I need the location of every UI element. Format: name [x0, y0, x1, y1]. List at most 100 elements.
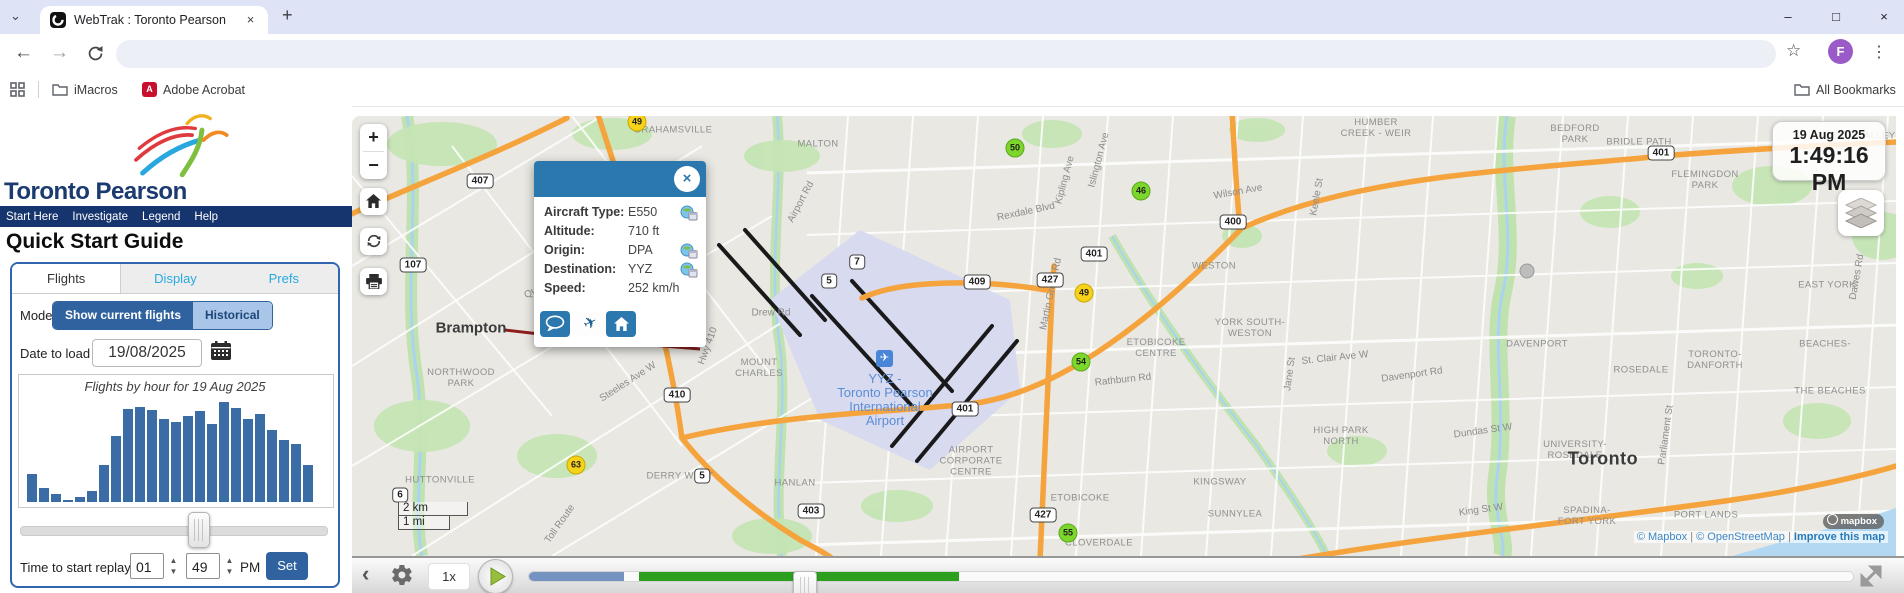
map-label-district: PORT LANDS	[1673, 509, 1739, 521]
noise-monitor-marker[interactable]: 49	[627, 116, 647, 132]
zoom-out-button[interactable]: −	[368, 155, 379, 175]
map-label-district: ETOBICOKE CENTRE	[1126, 337, 1186, 359]
zoom-in-button[interactable]: +	[368, 127, 379, 147]
popup-field-label: Altitude:	[544, 224, 595, 238]
address-bar[interactable]: https://ca.webtrak.aero/gta	[116, 40, 1776, 101]
time-slider-handle[interactable]	[188, 512, 210, 548]
nav-item-investigate[interactable]: Investigate	[72, 210, 129, 223]
histogram-bar-h16	[219, 402, 229, 502]
reload-button[interactable]	[86, 44, 105, 68]
scale-km: 2 km	[398, 502, 468, 516]
histogram-bar-h10	[147, 410, 157, 502]
histogram-bar-h22	[291, 444, 301, 502]
noise-monitor-marker[interactable]: 55	[1058, 523, 1078, 543]
histogram-bar-h20	[267, 430, 277, 502]
window-maximize-button[interactable]: □	[1832, 9, 1840, 24]
map-label-district: HANLAN	[774, 477, 816, 489]
playback-speed-button[interactable]: 1x	[428, 563, 470, 590]
tab-prefs[interactable]: Prefs	[268, 271, 299, 286]
home-button[interactable]	[606, 311, 636, 337]
tab-close-icon[interactable]: ×	[246, 12, 255, 27]
browser-menu-icon[interactable]: ⋮	[1871, 44, 1887, 61]
highway-shield-409: 409	[963, 274, 991, 290]
brand-title: Toronto Pearson	[4, 178, 187, 205]
popup-close-icon[interactable]: ×	[674, 166, 700, 192]
map-label-street: Drew Rd	[751, 307, 791, 319]
play-button[interactable]	[478, 559, 513, 593]
mapbox-logo[interactable]: mapbox	[1822, 514, 1884, 529]
window-minimize-button[interactable]: –	[1784, 9, 1792, 24]
replay-minute-input[interactable]: 49	[186, 553, 220, 579]
all-bookmarks-button[interactable]: All Bookmarks	[1816, 83, 1896, 97]
settings-gear-icon[interactable]	[390, 563, 414, 592]
popup-field-label: Speed:	[544, 281, 586, 295]
new-tab-button[interactable]: +	[282, 5, 293, 25]
time-slider-track[interactable]	[20, 526, 328, 536]
spinner-up-icon[interactable]: ▲	[225, 556, 234, 565]
timeline-track[interactable]	[528, 571, 1854, 593]
window-close-button[interactable]: ×	[1880, 9, 1888, 24]
replay-hour-input[interactable]: 01	[130, 553, 164, 579]
tab-search-icon[interactable]: ⌄	[10, 8, 21, 23]
lookup-web-icon[interactable]	[680, 243, 698, 264]
mapbox-link[interactable]: © Mapbox	[1636, 531, 1688, 543]
popup-row-origin: Origin: DPA	[544, 243, 698, 262]
tab-display[interactable]: Display	[154, 271, 197, 286]
show-current-flights-button[interactable]: Show current flights	[53, 302, 194, 329]
nav-item-legend[interactable]: Legend	[142, 210, 181, 223]
minute-spinner[interactable]: ▲ ▼	[224, 555, 235, 577]
browser-tab[interactable]: WebTrak : Toronto Pearson ×	[40, 6, 268, 34]
timeline-handle[interactable]	[793, 571, 817, 593]
noise-monitor-marker[interactable]: 49	[1074, 283, 1094, 303]
home-view-button[interactable]	[360, 188, 387, 215]
comment-button[interactable]	[540, 311, 570, 337]
tab-flights[interactable]: Flights	[12, 264, 122, 293]
set-button[interactable]: Set	[266, 552, 308, 580]
refresh-button[interactable]	[360, 228, 387, 255]
print-button[interactable]	[360, 268, 387, 295]
nav-item-start-here[interactable]: Start Here	[6, 210, 59, 223]
noise-monitor-marker[interactable]: 46	[1131, 181, 1151, 201]
popup-field-label: Aircraft Type:	[544, 205, 625, 219]
highway-shield-5: 5	[821, 273, 837, 289]
histogram-bar-h01	[39, 488, 49, 502]
lookup-web-icon[interactable]	[680, 205, 698, 226]
noise-monitor-marker[interactable]: 63	[566, 455, 586, 475]
bookmark-adobe-acrobat[interactable]: Adobe Acrobat	[163, 83, 246, 97]
noise-monitor-marker[interactable]: 50	[1005, 138, 1025, 158]
date-input[interactable]: 19/08/2025	[92, 339, 202, 367]
popup-field-label: Destination:	[544, 262, 617, 276]
follow-aircraft-button[interactable]: ✈	[576, 311, 606, 337]
noise-monitor-marker[interactable]: 54	[1071, 352, 1091, 372]
spinner-down-icon[interactable]: ▼	[169, 567, 178, 576]
back-button[interactable]: ←	[14, 42, 33, 63]
browser-tab-strip: ⌄ WebTrak : Toronto Pearson × + – □ ×	[0, 0, 1904, 34]
highway-shield-401: 401	[1080, 246, 1108, 262]
apps-grid-icon[interactable]	[10, 82, 25, 102]
histogram-bar-h11	[159, 419, 169, 502]
bookmark-imacros[interactable]: iMacros	[74, 83, 118, 97]
histogram-bar-h03	[63, 500, 73, 502]
spinner-down-icon[interactable]: ▼	[225, 567, 234, 576]
nav-item-help[interactable]: Help	[194, 210, 219, 223]
map-canvas[interactable]: ✈ YYZ - Toronto Pearson International Ai…	[352, 116, 1896, 556]
highway-shield-6: 6	[392, 487, 408, 503]
calendar-icon[interactable]	[210, 341, 232, 366]
folder-icon	[52, 83, 68, 101]
layers-button[interactable]	[1838, 190, 1884, 236]
hour-spinner[interactable]: ▲ ▼	[168, 555, 179, 577]
spinner-up-icon[interactable]: ▲	[169, 556, 178, 565]
profile-avatar[interactable]: F	[1828, 39, 1853, 64]
bookmark-star-icon[interactable]: ☆	[1786, 41, 1802, 60]
lookup-web-icon[interactable]	[680, 262, 698, 283]
collapse-sidebar-icon[interactable]: ‹	[362, 561, 370, 586]
noise-monitor-marker[interactable]	[1519, 263, 1535, 279]
historical-button[interactable]: Historical	[193, 302, 272, 329]
resize-handle-icon[interactable]	[1858, 563, 1884, 593]
map-label-district: THE BEACHES	[1794, 385, 1866, 397]
forward-button[interactable]: →	[50, 42, 69, 63]
histogram-bar-h07	[111, 436, 121, 502]
improve-map-link[interactable]: Improve this map	[1793, 531, 1885, 543]
map-label-district: NORTHWOOD PARK	[427, 367, 495, 389]
osm-link[interactable]: © OpenStreetMap	[1696, 531, 1785, 543]
